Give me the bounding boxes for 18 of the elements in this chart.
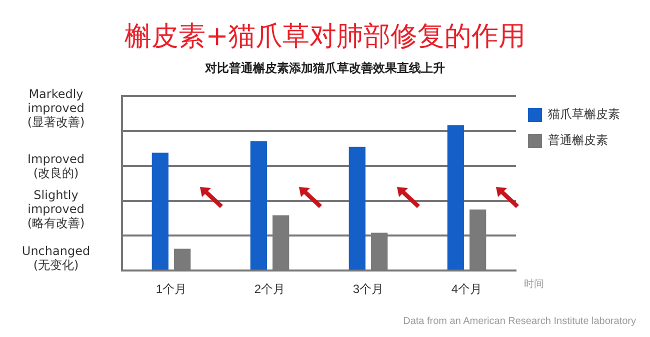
- chart-title: 槲皮素+猫爪草对肺部修复的作用: [124, 20, 526, 54]
- text: Unchanged (无变化): [20, 244, 92, 272]
- text: Markedly improved (显著改善): [26, 87, 86, 130]
- text: Slightly improved (略有改善): [26, 188, 86, 230]
- bar: [152, 152, 168, 270]
- x-tick-label: 1个月: [156, 282, 187, 296]
- x-tick-label: 2个月: [254, 282, 286, 296]
- text: Data from an American Research Institute laboratory: [403, 316, 636, 327]
- legend-label: 普通槲皮素: [548, 133, 608, 148]
- bar: [348, 146, 366, 270]
- chart-subtitle: 对比普通槲皮素添加猫爪草改善效果直线上升: [204, 60, 446, 77]
- x-tick-label: 4个月: [451, 282, 482, 296]
- legend-label: 猫爪草槲皮素: [548, 107, 620, 122]
- text: Improved (改良的): [26, 152, 86, 180]
- x-axis-title: 时间: [524, 278, 544, 290]
- bar: [250, 141, 267, 270]
- bar: [447, 125, 464, 270]
- x-tick-label: 3个月: [352, 282, 384, 296]
